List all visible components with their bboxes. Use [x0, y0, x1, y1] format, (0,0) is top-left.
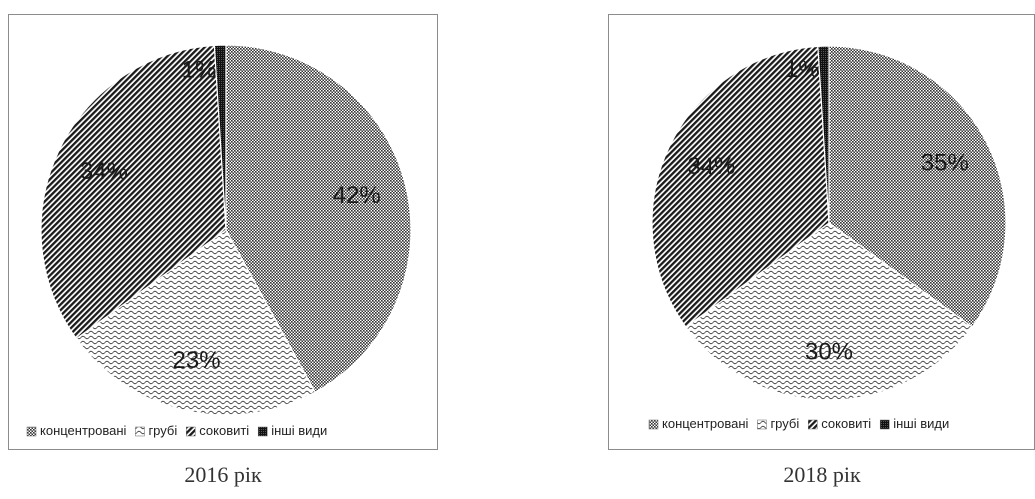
- legend-swatch-3: [808, 419, 818, 430]
- pie-slice-2: [684, 222, 974, 401]
- legend-swatch-3: [186, 426, 196, 437]
- legend-swatch-1: [648, 419, 659, 430]
- caption-2016: 2016 рік: [184, 462, 262, 487]
- legend-swatch-2: [135, 426, 145, 437]
- legend-label-4: інші види: [271, 423, 327, 438]
- pie-slice-2: [75, 229, 316, 416]
- data-label-3: 34%: [80, 158, 128, 185]
- data-label-2: 30%: [805, 338, 853, 365]
- legend-swatch-4: [879, 419, 890, 430]
- data-label-2: 23%: [173, 347, 221, 374]
- pie-chart-2016: 42% 23% 34% 1% концентровані грубі соковиті інш…: [26, 44, 412, 438]
- data-label-3: 34%: [687, 153, 735, 180]
- data-label-1: 35%: [921, 149, 969, 176]
- pie-slice-4: [213, 44, 227, 231]
- legend-swatch-1: [26, 426, 37, 437]
- pie-slice-4: [817, 45, 830, 224]
- legend-label-3: соковиті: [199, 423, 249, 438]
- legend-swatch-4: [257, 426, 268, 437]
- chart-2016: 42% 23% 34% 1% концентровані грубі соковиті інш…: [8, 14, 438, 450]
- data-label-1: 42%: [333, 182, 381, 209]
- data-label-4: 1%: [182, 56, 217, 83]
- pie-slice-1: [225, 44, 412, 393]
- legend-label-3: соковиті: [821, 416, 871, 431]
- legend-label-1: концентровані: [662, 416, 749, 431]
- pie-chart-2018: 35% 30% 34% 1% концентровані грубі соковиті інш…: [648, 45, 1007, 431]
- chart-2018: 35% 30% 34% 1% концентровані грубі соковиті інш…: [608, 14, 1035, 450]
- legend-label-2: грубі: [770, 416, 799, 431]
- legend-label-2: грубі: [148, 423, 177, 438]
- legend-label-1: концентровані: [40, 423, 127, 438]
- pie-slice-3: [651, 45, 830, 328]
- legend-swatch-2: [757, 419, 767, 430]
- caption-2018: 2018 рік: [783, 462, 861, 487]
- data-label-4: 1%: [785, 56, 820, 83]
- legend-label-4: інші види: [893, 416, 949, 431]
- pie-slice-1: [828, 45, 1007, 328]
- pie-slice-3: [40, 44, 227, 340]
